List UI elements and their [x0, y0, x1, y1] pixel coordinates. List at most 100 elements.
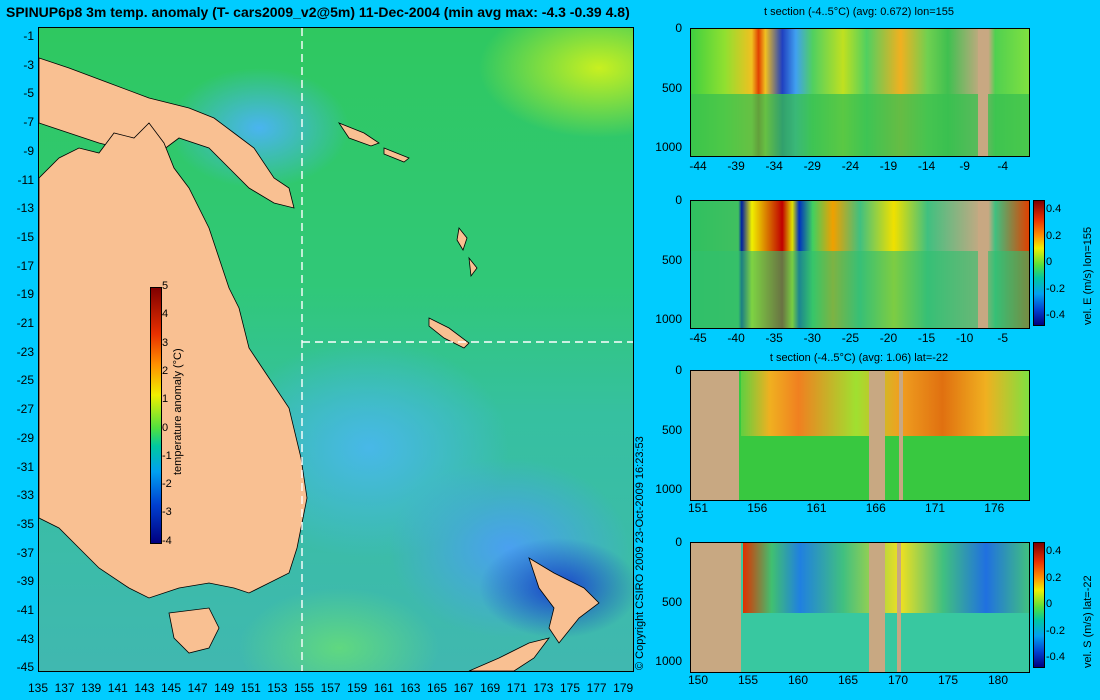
map-y-tick-label: -39 [16, 574, 34, 589]
panel-x-tick-label: -40 [727, 331, 745, 345]
panel-x-tick-label: 161 [806, 501, 827, 515]
colorbar-tick-label: -3 [162, 506, 172, 519]
panel-y-tick-label: 1000 [655, 312, 682, 326]
map-y-tick-label: -29 [16, 430, 34, 445]
map-y-tick-label: -37 [16, 545, 34, 560]
map-y-tick-label: -9 [23, 143, 34, 158]
copyright-text: © Copyright CSIRO 2009 23-Oct-2009 16:23… [634, 436, 646, 670]
map-y-tick-label: -19 [16, 287, 34, 302]
map-y-tick-label: -43 [16, 631, 34, 646]
panel-x-tick-label: -10 [955, 331, 974, 345]
map-y-tick-label: -33 [16, 488, 34, 503]
map-y-tick-label: -7 [23, 115, 34, 130]
panel-x-tick-label: 180 [987, 673, 1009, 687]
map-y-tick-label: -21 [16, 316, 34, 330]
map-y-tick-label: -11 [17, 172, 34, 187]
map-x-tick-label: 145 [160, 681, 182, 695]
colorbar-tick-label: 4 [162, 308, 169, 321]
panel-4-colorbar [1033, 542, 1045, 668]
panel-x-tick-label: -45 [689, 331, 707, 345]
panel-colorbar-tick-label: 0.4 [1046, 203, 1062, 215]
new-zealand-north-land [528, 557, 600, 644]
map-x-tick-label: 153 [267, 681, 288, 695]
panel-x-tick-label: -39 [727, 159, 745, 173]
panel-x-tick-label: 151 [687, 501, 709, 515]
map-y-tick-label: -35 [16, 516, 34, 531]
panel-colorbar-tick-label: 0 [1046, 598, 1053, 610]
panel-y-tick-label: 1000 [655, 140, 682, 154]
map-x-tick-label: 151 [240, 681, 261, 695]
panel-x-tick-label: 155 [737, 673, 759, 687]
panel-y-tick-label: 500 [661, 594, 682, 609]
map-y-tick-label: -3 [23, 57, 34, 72]
panel-x-tick-label: -44 [689, 159, 707, 173]
panel-x-tick-label: -19 [879, 159, 898, 173]
colorbar-tick-label: 3 [162, 336, 169, 349]
panel-x-tick-label: -29 [803, 159, 821, 173]
panel-4-side-label: vel. S (m/s) lat=-22 [1082, 575, 1094, 668]
map-x-tick-label: 159 [347, 681, 368, 695]
map-y-tick-label: -31 [16, 459, 34, 474]
map-y-tick-label: -41 [16, 603, 34, 617]
panel-y-tick-label: 0 [675, 363, 682, 377]
map-x-tick-label: 155 [293, 681, 315, 695]
panel-colorbar-tick-label: 0.4 [1046, 545, 1062, 557]
tasmania-land [168, 607, 220, 654]
solomon-islands-land [337, 122, 410, 163]
map-y-tick-label: -13 [16, 201, 34, 216]
panel-4-velocity-south-lat-22 [690, 542, 1030, 673]
panel-x-tick-label: 171 [925, 501, 946, 515]
map-x-tick-label: 163 [400, 681, 421, 695]
panel-x-tick-label: -14 [917, 159, 936, 173]
panel-y-tick-label: 0 [675, 535, 682, 549]
panel-1-title: t section (-4..5°C) (avg: 0.672) lon=155 [764, 6, 954, 18]
map-x-tick-label: 171 [506, 681, 527, 695]
map-x-tick-label: 137 [54, 681, 75, 695]
map-y-tick-label: -25 [16, 373, 34, 388]
panel-colorbar-tick-label: -0.2 [1046, 624, 1065, 637]
map-x-tick-label: 157 [320, 681, 341, 695]
panel-y-tick-label: 0 [675, 193, 682, 207]
panel-1-temp-section-lon155 [690, 28, 1030, 157]
map-x-tick-label: 149 [214, 681, 235, 695]
panel-x-tick-label: -24 [841, 159, 860, 173]
map-x-tick-label: 179 [613, 681, 634, 695]
panel-x-tick-label: 156 [747, 501, 768, 515]
panel-y-tick-label: 0 [675, 21, 682, 35]
colorbar-tick-label: 5 [162, 280, 169, 292]
map-x-tick-label: 161 [373, 681, 394, 695]
panel-x-tick-label: -30 [803, 331, 821, 345]
panel-2-colorbar [1033, 200, 1045, 326]
panel-x-tick-label: -35 [765, 331, 783, 345]
panel-x-tick-label: -34 [765, 159, 783, 173]
map-x-tick-label: 135 [27, 681, 49, 695]
figure-title: SPINUP6p8 3m temp. anomaly (T- cars2009_… [6, 4, 630, 20]
australia-land [39, 122, 308, 599]
panel-x-tick-label: 170 [887, 673, 909, 687]
vanuatu-islands-land [456, 227, 478, 278]
map-x-tick-label: 173 [533, 681, 554, 695]
new-caledonia-land [428, 317, 470, 349]
map-x-tick-label: 175 [559, 681, 581, 695]
map-x-tick-label: 169 [480, 681, 501, 695]
panel-y-tick-label: 500 [661, 422, 682, 437]
panel-colorbar-tick-label: 0.2 [1046, 229, 1062, 242]
map-y-tick-label: -5 [23, 86, 34, 101]
panel-y-tick-label: 500 [661, 252, 682, 267]
panel-3-temp-section-lat-22 [690, 370, 1030, 501]
panel-x-tick-label: 150 [687, 673, 709, 687]
panel-x-tick-label: 166 [865, 501, 886, 515]
panel-y-tick-label: 1000 [655, 654, 682, 668]
map-y-tick-label: -23 [16, 344, 34, 359]
map-y-tick-label: -27 [16, 402, 34, 417]
map-y-tick-label: -17 [16, 258, 34, 273]
map-x-tick-label: 165 [426, 681, 448, 695]
panel-x-tick-label: 176 [984, 501, 1005, 515]
panel-y-tick-label: 500 [661, 80, 682, 95]
new-zealand-south-land [468, 637, 550, 671]
map-landmass [39, 28, 633, 671]
map-y-tick-label: -1 [23, 29, 34, 43]
colorbar-tick-label: 0 [162, 421, 169, 434]
panel-colorbar-tick-label: -0.2 [1046, 282, 1065, 295]
panel-x-tick-label: 165 [837, 673, 859, 687]
